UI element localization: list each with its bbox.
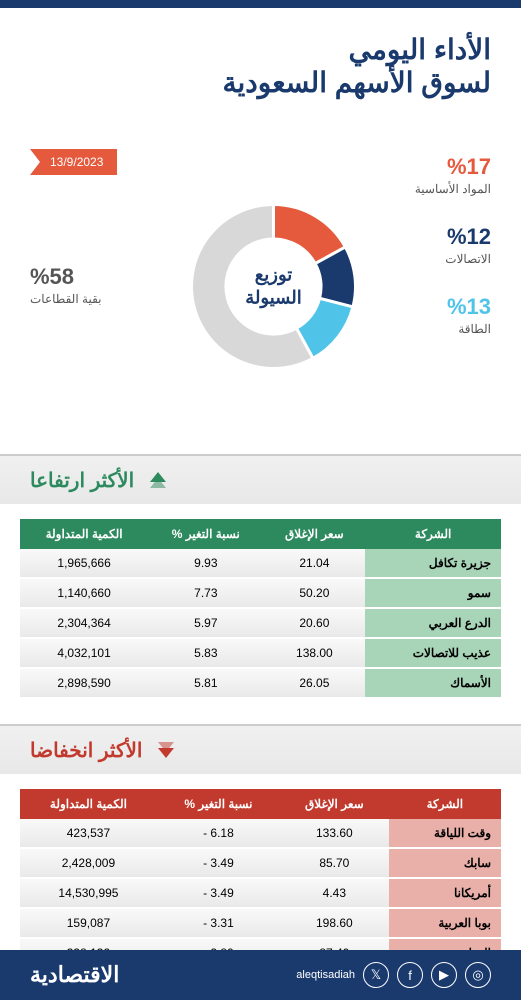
table-cell: 5.83 xyxy=(148,638,263,668)
table-cell: 5.97 xyxy=(148,608,263,638)
table-cell: سمو xyxy=(365,578,501,608)
table-cell: 2,304,364 xyxy=(20,608,148,638)
date-badge: 13/9/2023 xyxy=(30,149,117,175)
legend-pct: %12 xyxy=(415,224,491,250)
table-cell: 2,898,590 xyxy=(20,668,148,698)
table-cell: 21.04 xyxy=(263,549,365,578)
table-cell: 1,965,666 xyxy=(20,549,148,578)
table-row: أمريكانا4.433.49 -14,530,995 xyxy=(20,878,501,908)
table-row: سمو50.207.731,140,660 xyxy=(20,578,501,608)
donut-center-label: توزيع السيولة xyxy=(245,263,301,310)
legend-item: %17 المواد الأساسية xyxy=(415,154,491,196)
twitter-icon[interactable]: 𝕏 xyxy=(363,962,389,988)
losers-header: الأكثر انخفاضا xyxy=(0,724,521,774)
footer: ◎ ▶ f 𝕏 aleqtisadiah الاقتصادية xyxy=(0,950,521,1000)
col-header: الشركة xyxy=(389,789,501,819)
legend-label: بقية القطاعات xyxy=(30,292,101,306)
col-header: الكمية المتداولة xyxy=(20,789,157,819)
table-row: بوبا العربية198.603.31 -159,087 xyxy=(20,908,501,938)
legend-pct: %58 xyxy=(30,264,101,290)
legend-item: %12 الاتصالات xyxy=(415,224,491,266)
table-cell: وقت اللياقة xyxy=(389,819,501,848)
arrow-down-icon xyxy=(152,736,180,764)
legend-pct: %17 xyxy=(415,154,491,180)
table-row: سابك85.703.49 -2,428,009 xyxy=(20,848,501,878)
table-row: الأسماك26.055.812,898,590 xyxy=(20,668,501,698)
table-cell: 159,087 xyxy=(20,908,157,938)
footer-social: ◎ ▶ f 𝕏 aleqtisadiah xyxy=(296,962,491,988)
legend-left: %58 بقية القطاعات xyxy=(30,264,101,334)
donut-center-line1: توزيع xyxy=(245,263,301,286)
table-cell: 26.05 xyxy=(263,668,365,698)
table-cell: 5.81 xyxy=(148,668,263,698)
col-header: الكمية المتداولة xyxy=(20,519,148,549)
table-cell: 3.49 - xyxy=(157,848,280,878)
col-header: الشركة xyxy=(365,519,501,549)
table-cell: 4,032,101 xyxy=(20,638,148,668)
legend-label: المواد الأساسية xyxy=(415,182,491,196)
table-cell: 9.93 xyxy=(148,549,263,578)
gainers-header: الأكثر ارتفاعا xyxy=(0,454,521,504)
donut-chart: توزيع السيولة xyxy=(186,199,361,374)
table-cell: 4.43 xyxy=(280,878,389,908)
table-cell: 14,530,995 xyxy=(20,878,157,908)
table-cell: جزيرة تكافل xyxy=(365,549,501,578)
legend-pct: %13 xyxy=(415,294,491,320)
table-row: عذيب للاتصالات138.005.834,032,101 xyxy=(20,638,501,668)
table-cell: 198.60 xyxy=(280,908,389,938)
table-cell: الأسماك xyxy=(365,668,501,698)
table-cell: 6.18 - xyxy=(157,819,280,848)
table-cell: 138.00 xyxy=(263,638,365,668)
arrow-up-icon xyxy=(144,466,172,494)
legend-right: %17 المواد الأساسية %12 الاتصالات %13 ال… xyxy=(415,154,491,364)
table-cell: 7.73 xyxy=(148,578,263,608)
table-cell: 3.49 - xyxy=(157,878,280,908)
table-cell: الدرع العربي xyxy=(365,608,501,638)
legend-item: %58 بقية القطاعات xyxy=(30,264,101,306)
losers-table: الشركةسعر الإغلاقنسبة التغير %الكمية الم… xyxy=(20,789,501,969)
table-cell: 50.20 xyxy=(263,578,365,608)
legend-label: الاتصالات xyxy=(415,252,491,266)
youtube-icon[interactable]: ▶ xyxy=(431,962,457,988)
table-cell: 20.60 xyxy=(263,608,365,638)
table-row: وقت اللياقة133.606.18 -423,537 xyxy=(20,819,501,848)
table-cell: 2,428,009 xyxy=(20,848,157,878)
footer-brand: الاقتصادية xyxy=(30,962,119,988)
table-cell: 3.31 - xyxy=(157,908,280,938)
col-header: سعر الإغلاق xyxy=(263,519,365,549)
col-header: نسبة التغير % xyxy=(148,519,263,549)
gainers-table: الشركةسعر الإغلاقنسبة التغير %الكمية الم… xyxy=(20,519,501,699)
legend-label: الطاقة xyxy=(415,322,491,336)
gainers-title: الأكثر ارتفاعا xyxy=(30,468,134,493)
liquidity-chart-section: 13/9/2023 توزيع السيولة %17 المواد الأسا… xyxy=(0,114,521,454)
footer-handle: aleqtisadiah xyxy=(296,969,355,981)
donut-center-line2: السيولة xyxy=(245,287,301,310)
table-row: جزيرة تكافل21.049.931,965,666 xyxy=(20,549,501,578)
table-cell: 133.60 xyxy=(280,819,389,848)
table-cell: 85.70 xyxy=(280,848,389,878)
table-cell: 423,537 xyxy=(20,819,157,848)
header: الأداء اليومي لسوق الأسهم السعودية xyxy=(0,0,521,114)
instagram-icon[interactable]: ◎ xyxy=(465,962,491,988)
table-row: الدرع العربي20.605.972,304,364 xyxy=(20,608,501,638)
gainers-table-wrap: الشركةسعر الإغلاقنسبة التغير %الكمية الم… xyxy=(0,504,521,724)
facebook-icon[interactable]: f xyxy=(397,962,423,988)
table-cell: سابك xyxy=(389,848,501,878)
table-cell: عذيب للاتصالات xyxy=(365,638,501,668)
title-line2: لسوق الأسهم السعودية xyxy=(30,66,491,99)
col-header: سعر الإغلاق xyxy=(280,789,389,819)
losers-title: الأكثر انخفاضا xyxy=(30,738,142,763)
legend-item: %13 الطاقة xyxy=(415,294,491,336)
col-header: نسبة التغير % xyxy=(157,789,280,819)
table-cell: 1,140,660 xyxy=(20,578,148,608)
title-line1: الأداء اليومي xyxy=(30,33,491,66)
table-cell: بوبا العربية xyxy=(389,908,501,938)
table-cell: أمريكانا xyxy=(389,878,501,908)
